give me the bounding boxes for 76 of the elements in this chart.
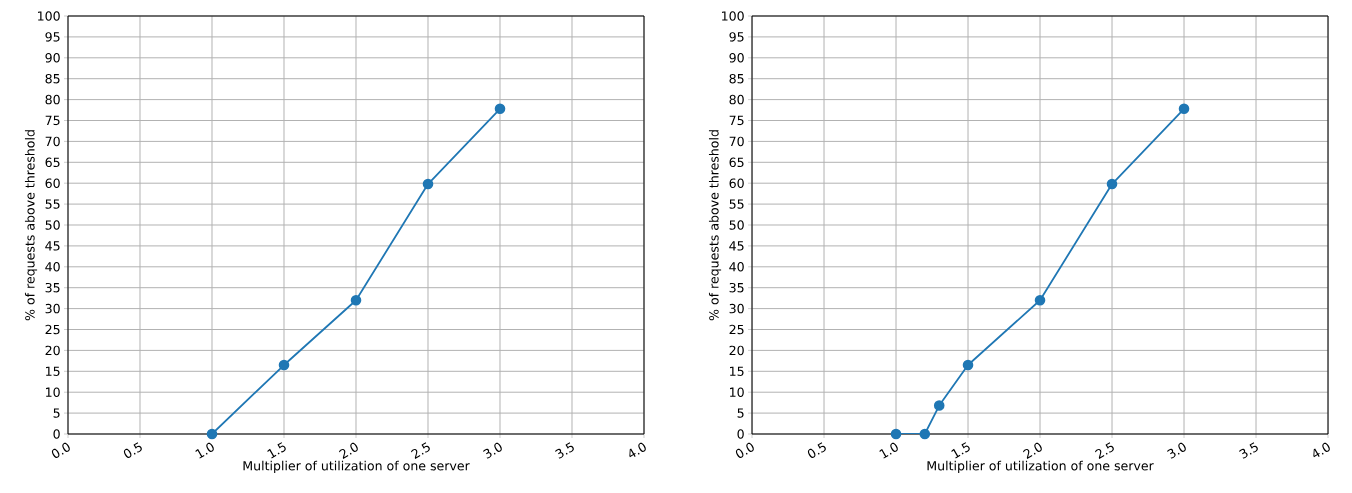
y-tick-label: 90 — [729, 53, 744, 63]
y-tick-label: 0 — [737, 429, 744, 439]
y-tick-label: 60 — [729, 178, 744, 188]
x-tick-label: 1.5 — [951, 442, 970, 459]
y-tick-label: 5 — [737, 408, 744, 418]
point — [962, 359, 974, 371]
y-tick-label: 10 — [730, 387, 744, 397]
x-tick-label: 2.0 — [339, 442, 358, 459]
y-tick-label: 15 — [730, 366, 744, 376]
y-tick-label: 45 — [45, 241, 60, 251]
y-tick-label: 40 — [45, 262, 60, 272]
y-tick-label: 50 — [45, 220, 60, 230]
x-axis-title: Multiplier of utilization of one server — [927, 460, 1154, 473]
y-tick-label: 65 — [45, 157, 60, 168]
y-tick-label: 80 — [45, 94, 60, 105]
x-tick-label: 0.0 — [735, 442, 754, 458]
y-tick-label: 45 — [729, 241, 744, 251]
point — [422, 178, 434, 190]
x-tick-label: 2.5 — [1095, 442, 1114, 459]
y-tick-label: 70 — [729, 136, 744, 147]
point — [890, 428, 902, 440]
y-tick-label: 25 — [45, 324, 60, 335]
y-tick-label: 85 — [45, 73, 60, 84]
y-tick-label: 95 — [729, 32, 744, 42]
y-tick-label: 0 — [53, 429, 60, 439]
y-tick-label: 65 — [729, 157, 744, 168]
y-tick-label: 20 — [729, 345, 744, 356]
y-tick-label: 95 — [45, 32, 60, 42]
point — [494, 103, 506, 115]
point — [933, 400, 945, 411]
y-tick-label: 85 — [729, 73, 744, 84]
y-tick-label: 100 — [722, 11, 744, 21]
point — [1178, 103, 1190, 115]
y-tick-label: 90 — [45, 53, 60, 63]
y-tick-label: 25 — [729, 324, 744, 335]
point — [350, 294, 362, 306]
x-tick-label: 2.0 — [1023, 442, 1042, 459]
point — [1034, 294, 1046, 306]
y-axis-title: % of requests above threshold — [708, 130, 722, 321]
point — [1106, 178, 1118, 190]
y-tick-label: 35 — [45, 282, 60, 293]
x-tick-label: 0.5 — [123, 442, 142, 458]
y-tick-label: 40 — [729, 262, 744, 272]
y-tick-label: 75 — [45, 115, 60, 126]
x-tick-label: 1.0 — [195, 442, 214, 459]
point — [919, 428, 931, 440]
x-tick-label: 3.0 — [483, 442, 502, 459]
x-tick-label: 1.5 — [267, 442, 286, 459]
x-tick-label: 2.5 — [411, 442, 430, 459]
x-tick-label: 4.0 — [1313, 442, 1330, 458]
y-tick-label: 30 — [45, 303, 60, 314]
y-axis-title: % of requests above threshold — [24, 130, 38, 321]
x-axis-title: Multiplier of utilization of one server — [243, 460, 470, 473]
x-tick-label: 3.5 — [555, 442, 574, 459]
y-tick-label: 80 — [729, 94, 744, 105]
y-tick-label: 10 — [46, 387, 60, 397]
point — [206, 428, 218, 440]
y-tick-label: 30 — [729, 303, 744, 314]
y-tick-label: 55 — [45, 199, 60, 209]
y-tick-label: 60 — [45, 178, 60, 188]
y-tick-label: 55 — [729, 199, 744, 209]
y-tick-label: 75 — [729, 115, 744, 126]
y-tick-label: 100 — [38, 11, 60, 21]
x-tick-label: 3.0 — [1167, 442, 1186, 459]
y-tick-label: 5 — [53, 408, 60, 418]
x-tick-label: 0.5 — [807, 442, 826, 458]
x-tick-label: 4.0 — [629, 442, 646, 458]
x-tick-label: 3.5 — [1239, 442, 1258, 459]
x-tick-label: 1.0 — [879, 442, 898, 459]
y-tick-label: 15 — [46, 366, 60, 376]
y-tick-label: 35 — [729, 282, 744, 293]
y-tick-label: 70 — [45, 136, 60, 147]
point — [278, 359, 290, 371]
y-tick-label: 20 — [45, 345, 60, 356]
x-tick-label: 0.0 — [51, 442, 70, 458]
y-tick-label: 50 — [729, 220, 744, 230]
